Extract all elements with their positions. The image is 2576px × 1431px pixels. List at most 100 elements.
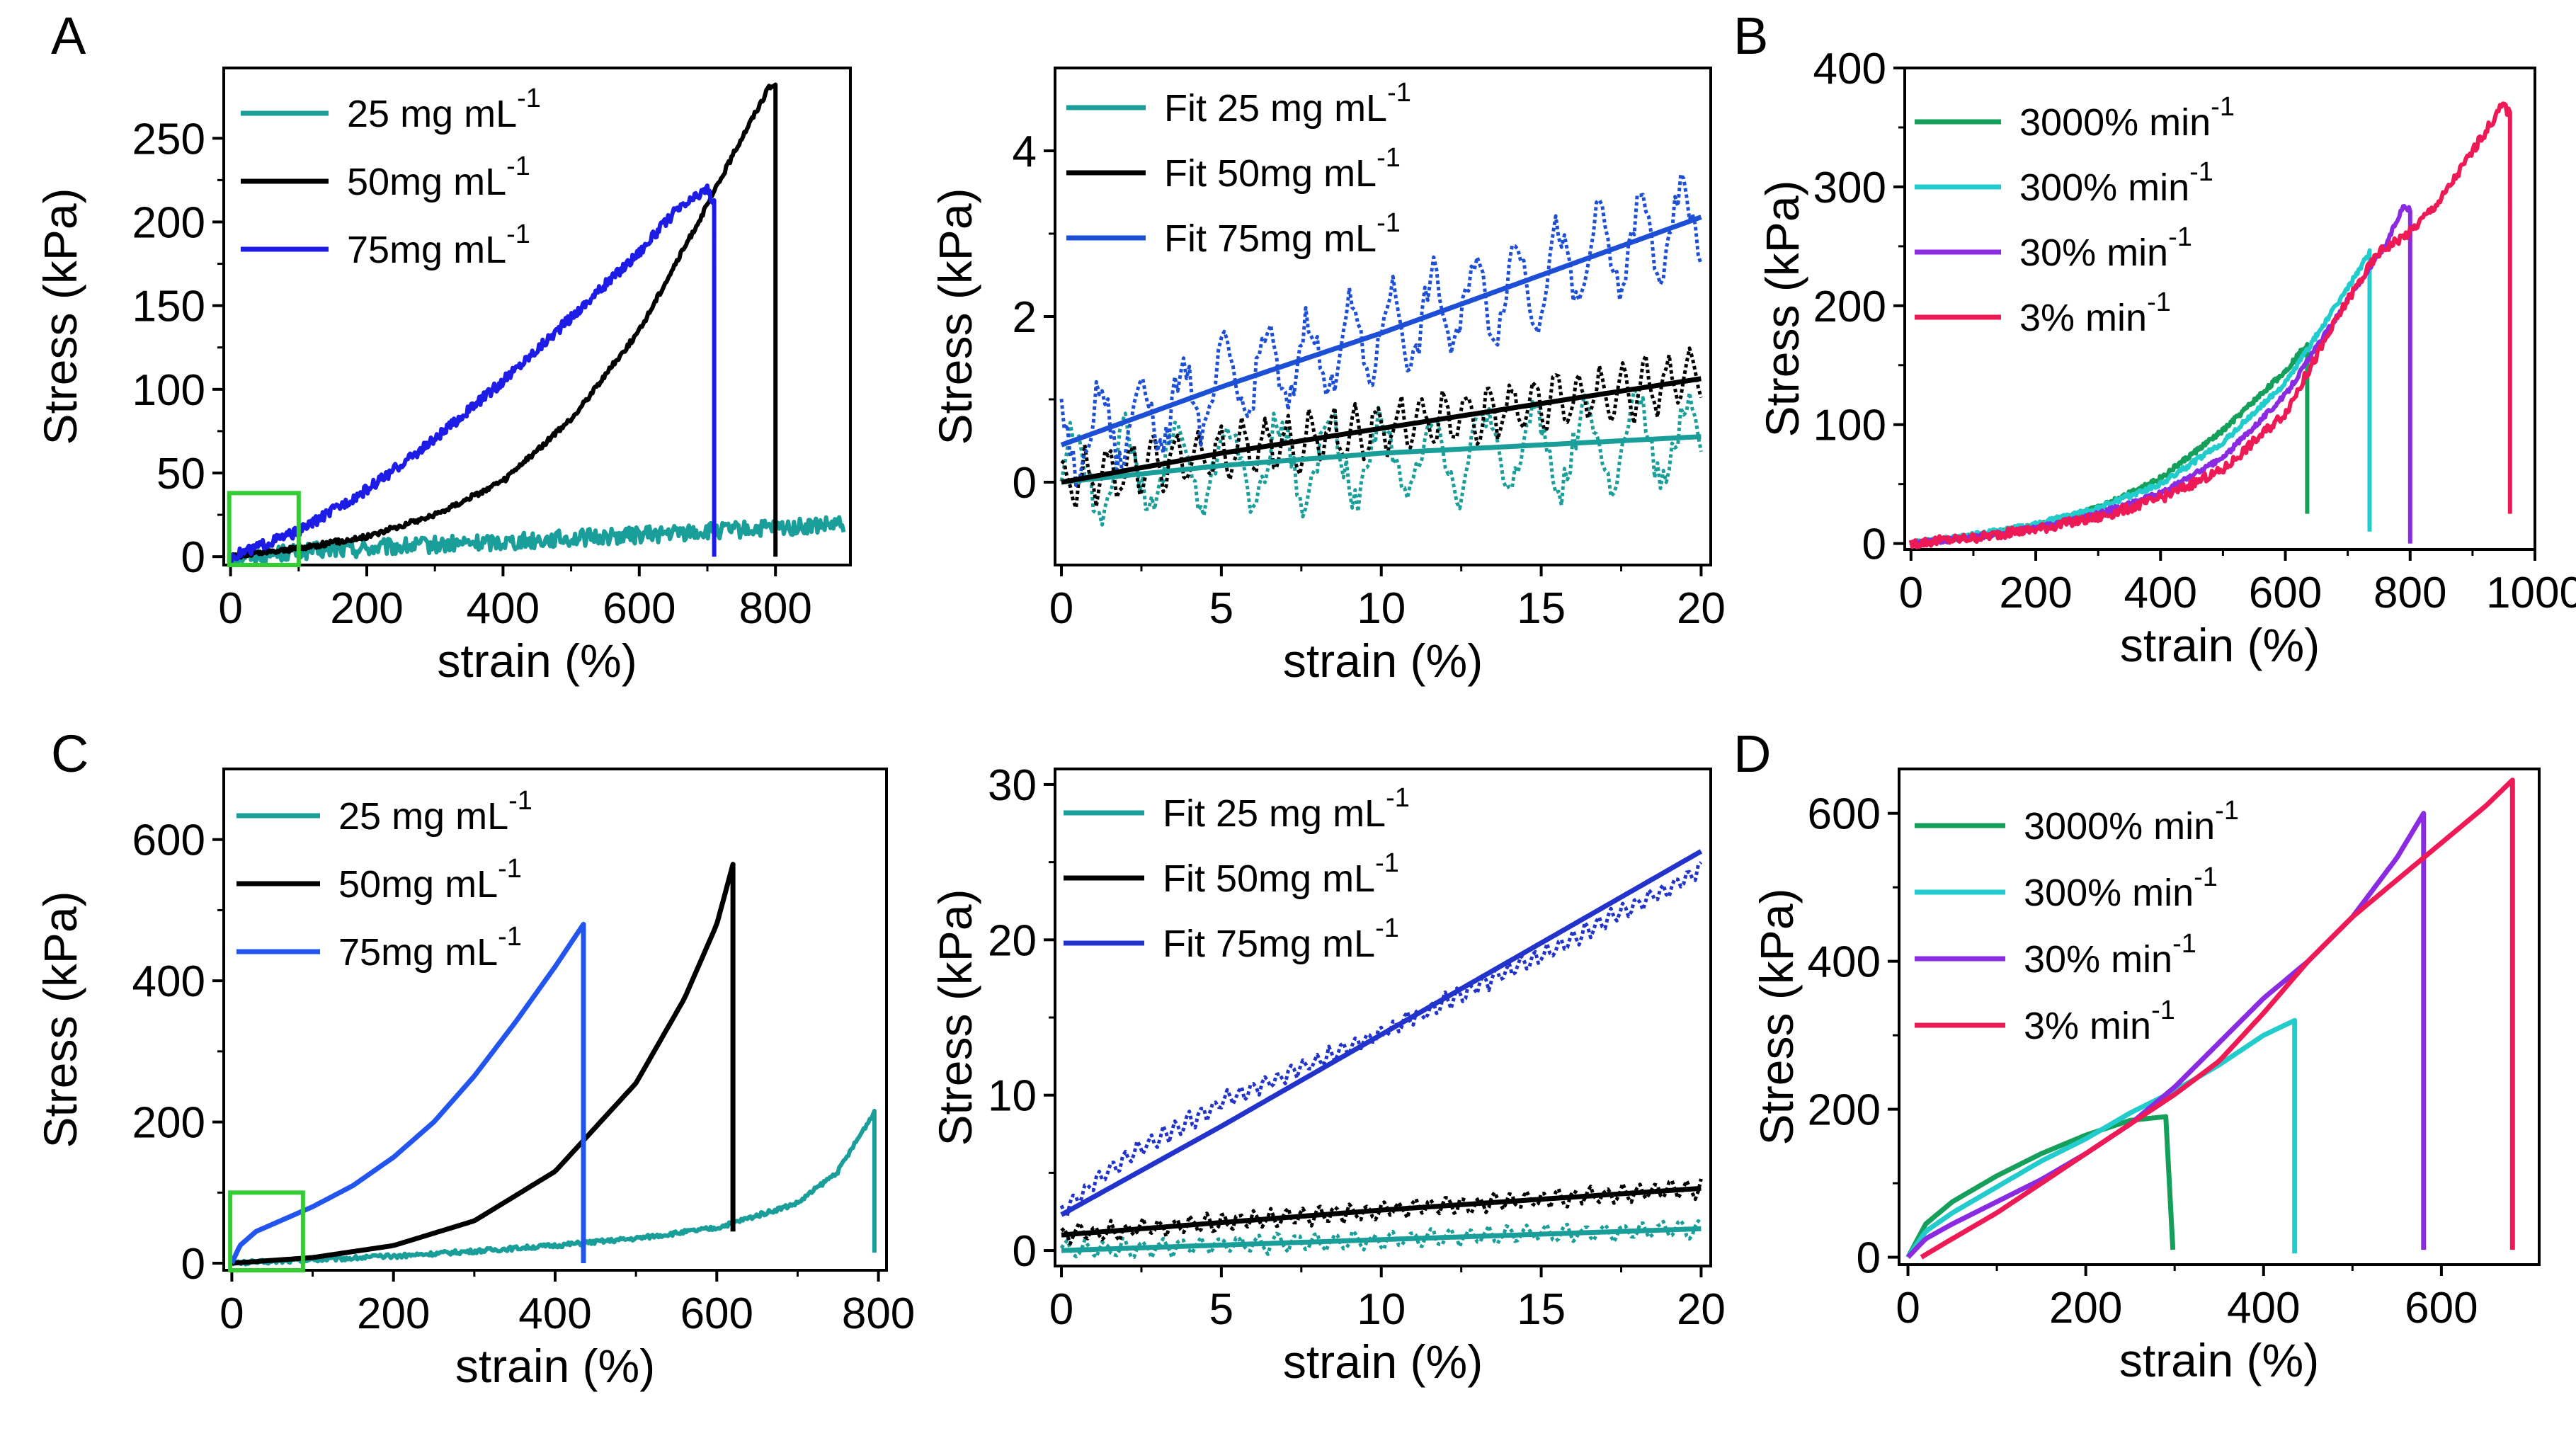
plot-frame bbox=[1054, 768, 1712, 1267]
x-tick-label: 200 bbox=[330, 584, 403, 633]
legend-label-superscript: -1 bbox=[1375, 913, 1399, 943]
legend-label-superscript: -1 bbox=[2194, 862, 2218, 892]
x-tick-label: 0 bbox=[1896, 1284, 1920, 1333]
y-tick-label: 0 bbox=[1857, 1234, 1881, 1283]
data-series-line bbox=[1905, 1114, 2176, 1259]
data-series-line bbox=[1061, 1185, 1702, 1238]
legend-label-superscript: -1 bbox=[2147, 287, 2171, 317]
series-layer bbox=[1059, 849, 1703, 1260]
x-tick-label: 0 bbox=[1049, 584, 1073, 633]
legend-label: 25 mg mL-1 bbox=[338, 786, 532, 838]
x-tick-label: 800 bbox=[739, 584, 811, 633]
panel-letter-b: B bbox=[1733, 6, 1768, 65]
x-tick-label: 600 bbox=[2249, 569, 2322, 617]
x-tick-label: 600 bbox=[603, 584, 676, 633]
x-axis-title: strain (%) bbox=[1283, 1335, 1483, 1388]
x-axis-title: strain (%) bbox=[1283, 634, 1483, 687]
x-tick-label: 400 bbox=[467, 584, 540, 633]
legend-label: 30% min-1 bbox=[2019, 222, 2192, 274]
legend-label-superscript: -1 bbox=[498, 922, 522, 952]
data-series-line bbox=[228, 515, 846, 565]
data-series-line bbox=[1905, 1017, 2298, 1259]
y-tick-label: 100 bbox=[132, 366, 205, 415]
legend-label: 75mg mL-1 bbox=[338, 922, 522, 974]
legend-label: 25 mg mL-1 bbox=[347, 84, 541, 135]
legend-label: 300% min-1 bbox=[2024, 862, 2218, 914]
y-tick-label: 0 bbox=[181, 1240, 205, 1289]
y-tick-label: 200 bbox=[132, 198, 205, 247]
legend-label: Fit 25 mg mL-1 bbox=[1164, 78, 1411, 130]
panel-a-zoom-chart: 0 5 10 15 20 0 2 4 strain (%) Stress (kPa) Fit 25 … bbox=[929, 67, 1726, 687]
y-axis-title: Stress (kPa) bbox=[929, 889, 981, 1146]
legend-label-superscript: -1 bbox=[506, 152, 530, 181]
y-tick-label: 200 bbox=[1813, 283, 1886, 331]
x-tick-label: 1000 bbox=[2486, 569, 2576, 617]
legend-label: 3000% min-1 bbox=[2024, 796, 2239, 848]
x-tick-label: 20 bbox=[1677, 584, 1726, 633]
legend-label: 50mg mL-1 bbox=[338, 854, 522, 906]
y-tick-label: 600 bbox=[1808, 790, 1881, 839]
x-tick-label: 15 bbox=[1517, 584, 1566, 633]
data-series-line bbox=[228, 82, 778, 561]
y-tick-label: 400 bbox=[132, 957, 205, 1006]
legend-label-superscript: -1 bbox=[508, 786, 532, 816]
y-tick-label: 200 bbox=[1808, 1086, 1881, 1135]
legend-label: Fit 25 mg mL-1 bbox=[1163, 783, 1410, 835]
y-tick-label: 4 bbox=[1013, 127, 1037, 176]
x-axis-title: strain (%) bbox=[2120, 619, 2320, 671]
panel-letter-a: A bbox=[51, 6, 86, 65]
legend-label-superscript: -1 bbox=[506, 220, 530, 249]
legend-label: Fit 75mg mL-1 bbox=[1164, 208, 1401, 260]
legend-label: 75mg mL-1 bbox=[347, 220, 530, 271]
legend-label-superscript: -1 bbox=[2168, 222, 2192, 252]
legend-label: 3% min-1 bbox=[2024, 996, 2175, 1047]
legend-label-superscript: -1 bbox=[2211, 92, 2235, 122]
y-tick-label: 50 bbox=[156, 450, 205, 498]
panel-letter-d: D bbox=[1733, 724, 1771, 783]
panel-d-chart: 0 200 400 600 0 200 400 600 strain (%) Stress (kP… bbox=[1750, 768, 2541, 1386]
data-series-line bbox=[1061, 434, 1702, 485]
x-tick-label: 10 bbox=[1357, 584, 1406, 633]
data-series-line bbox=[1061, 376, 1702, 485]
y-tick-label: 0 bbox=[1013, 1227, 1037, 1276]
y-tick-label: 250 bbox=[132, 115, 205, 164]
legend-label: 30% min-1 bbox=[2024, 929, 2196, 981]
x-tick-label: 10 bbox=[1357, 1285, 1406, 1334]
x-tick-label: 5 bbox=[1209, 1285, 1233, 1334]
data-series-line bbox=[229, 921, 586, 1265]
x-tick-label: 0 bbox=[218, 584, 242, 633]
legend-label: Fit 50mg mL-1 bbox=[1163, 848, 1399, 900]
legend-label-superscript: -1 bbox=[1386, 783, 1410, 813]
data-series-line bbox=[1060, 849, 1703, 1217]
x-tick-label: 600 bbox=[2405, 1284, 2478, 1333]
series-layer bbox=[229, 862, 877, 1267]
y-tick-label: 0 bbox=[181, 533, 205, 582]
plot-frame bbox=[1898, 768, 2541, 1266]
panel-c-zoom-chart: 0 5 10 15 20 0 10 20 30 strain (%) Stress (kPa) Fit… bbox=[929, 761, 1726, 1388]
data-series-line bbox=[230, 1108, 877, 1267]
data-series-line bbox=[1908, 101, 2512, 549]
plot-frame bbox=[1903, 67, 2536, 551]
y-tick-label: 400 bbox=[1813, 45, 1886, 93]
legend-label-superscript: -1 bbox=[1377, 208, 1401, 238]
legend-label-superscript: -1 bbox=[517, 84, 541, 113]
x-tick-label: 800 bbox=[2373, 569, 2446, 617]
zoom-region-box bbox=[228, 1190, 305, 1272]
plot-frame bbox=[222, 768, 888, 1272]
x-tick-label: 0 bbox=[1049, 1285, 1073, 1334]
x-axis-title: strain (%) bbox=[455, 1340, 655, 1392]
x-axis-title: strain (%) bbox=[2119, 1334, 2319, 1386]
y-tick-label: 0 bbox=[1013, 459, 1037, 508]
legend-label-superscript: -1 bbox=[1387, 78, 1411, 108]
x-tick-label: 200 bbox=[357, 1289, 430, 1338]
data-series-line bbox=[1920, 777, 2515, 1260]
y-tick-label: 10 bbox=[988, 1072, 1037, 1121]
data-series-line bbox=[232, 862, 736, 1266]
data-series-line bbox=[228, 183, 717, 563]
legend-label: 3% min-1 bbox=[2019, 287, 2171, 339]
y-tick-label: 100 bbox=[1813, 401, 1886, 450]
y-axis-title: Stress (kPa) bbox=[34, 188, 86, 445]
x-axis-title: strain (%) bbox=[437, 634, 637, 687]
legend-label: 50mg mL-1 bbox=[347, 152, 530, 203]
x-tick-label: 400 bbox=[518, 1289, 591, 1338]
